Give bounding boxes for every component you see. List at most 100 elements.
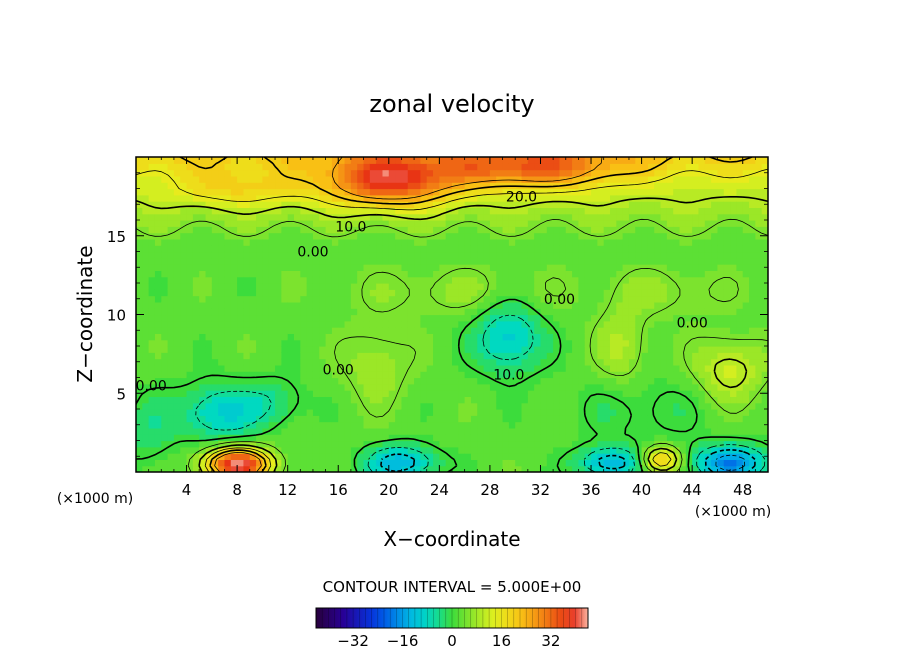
field-cell <box>521 358 529 366</box>
field-cell <box>420 188 428 196</box>
field-cell <box>572 446 579 454</box>
field-cell <box>300 251 308 259</box>
field-cell <box>527 358 535 366</box>
field-cell <box>331 245 339 253</box>
field-cell <box>755 201 763 208</box>
field-cell <box>433 396 440 404</box>
field-cell <box>350 289 358 297</box>
field-cell <box>338 453 346 460</box>
field-cell <box>603 352 611 360</box>
field-cell <box>723 207 731 215</box>
field-cell <box>698 352 706 360</box>
field-cell <box>660 333 668 341</box>
field-cell <box>338 238 346 246</box>
field-cell <box>287 295 295 303</box>
field-cell <box>382 163 390 171</box>
field-cell <box>647 352 655 360</box>
field-cell <box>395 364 403 372</box>
field-cell <box>458 446 466 454</box>
field-cell <box>477 371 485 379</box>
field-cell <box>136 314 143 322</box>
field-cell <box>376 163 384 171</box>
field-cell <box>628 314 636 322</box>
field-cell <box>142 226 150 234</box>
field-cell <box>249 169 257 177</box>
field-cell <box>173 421 181 429</box>
field-cell <box>243 333 251 341</box>
field-cell <box>445 245 453 253</box>
field-cell <box>749 459 756 467</box>
field-cell <box>515 409 523 416</box>
field-cell <box>515 226 523 234</box>
field-cell <box>142 333 150 341</box>
field-cell <box>414 377 421 385</box>
field-cell <box>167 415 175 423</box>
field-cell <box>496 289 504 297</box>
field-cell <box>211 213 219 221</box>
field-cell <box>591 188 598 196</box>
field-cell <box>136 220 143 227</box>
field-cell <box>591 226 598 234</box>
field-cell <box>673 459 681 467</box>
field-cell <box>540 220 548 227</box>
field-cell <box>502 390 510 397</box>
field-cell <box>230 402 238 410</box>
field-cell <box>287 339 295 347</box>
field-cell <box>508 396 516 404</box>
field-cell <box>572 245 579 253</box>
field-cell <box>344 295 352 303</box>
field-cell <box>331 188 339 196</box>
field-cell <box>635 289 643 297</box>
field-cell <box>591 320 598 328</box>
field-cell <box>388 434 396 442</box>
field-cell <box>534 207 542 215</box>
field-cell <box>540 157 548 164</box>
field-cell <box>426 352 434 360</box>
field-cell <box>698 446 706 454</box>
field-cell <box>496 377 504 385</box>
field-cell <box>420 352 428 360</box>
field-cell <box>546 163 554 171</box>
field-cell <box>173 270 181 278</box>
field-cell <box>414 182 421 190</box>
field-cell <box>736 213 744 221</box>
field-cell <box>622 320 630 328</box>
field-cell <box>534 251 542 259</box>
field-cell <box>698 358 706 366</box>
field-cell <box>268 371 276 379</box>
field-cell <box>369 283 377 290</box>
field-cell <box>199 440 207 448</box>
field-cell <box>395 308 403 316</box>
field-cell <box>679 415 687 423</box>
field-cell <box>635 371 643 379</box>
field-cell <box>407 402 415 410</box>
field-cell <box>553 346 561 353</box>
field-cell <box>673 213 681 221</box>
field-cell <box>180 163 188 171</box>
field-cell <box>357 295 365 303</box>
field-cell <box>711 459 719 467</box>
field-cell <box>470 295 478 303</box>
field-cell <box>205 201 213 208</box>
field-cell <box>711 257 719 265</box>
field-cell <box>584 465 592 472</box>
field-cell <box>357 421 365 429</box>
field-cell <box>515 358 523 366</box>
field-cell <box>698 201 706 208</box>
field-cell <box>559 220 567 227</box>
field-cell <box>666 157 674 164</box>
field-cell <box>376 396 384 404</box>
field-cell <box>698 364 706 372</box>
field-cell <box>641 245 649 253</box>
field-cell <box>420 245 428 253</box>
field-cell <box>230 295 238 303</box>
field-cell <box>224 427 232 435</box>
field-cell <box>338 383 346 391</box>
field-cell <box>350 339 358 347</box>
field-cell <box>243 358 251 366</box>
field-cell <box>508 201 516 208</box>
field-cell <box>660 327 668 334</box>
field-cell <box>426 295 434 303</box>
field-cell <box>641 308 649 316</box>
field-cell <box>325 427 333 435</box>
